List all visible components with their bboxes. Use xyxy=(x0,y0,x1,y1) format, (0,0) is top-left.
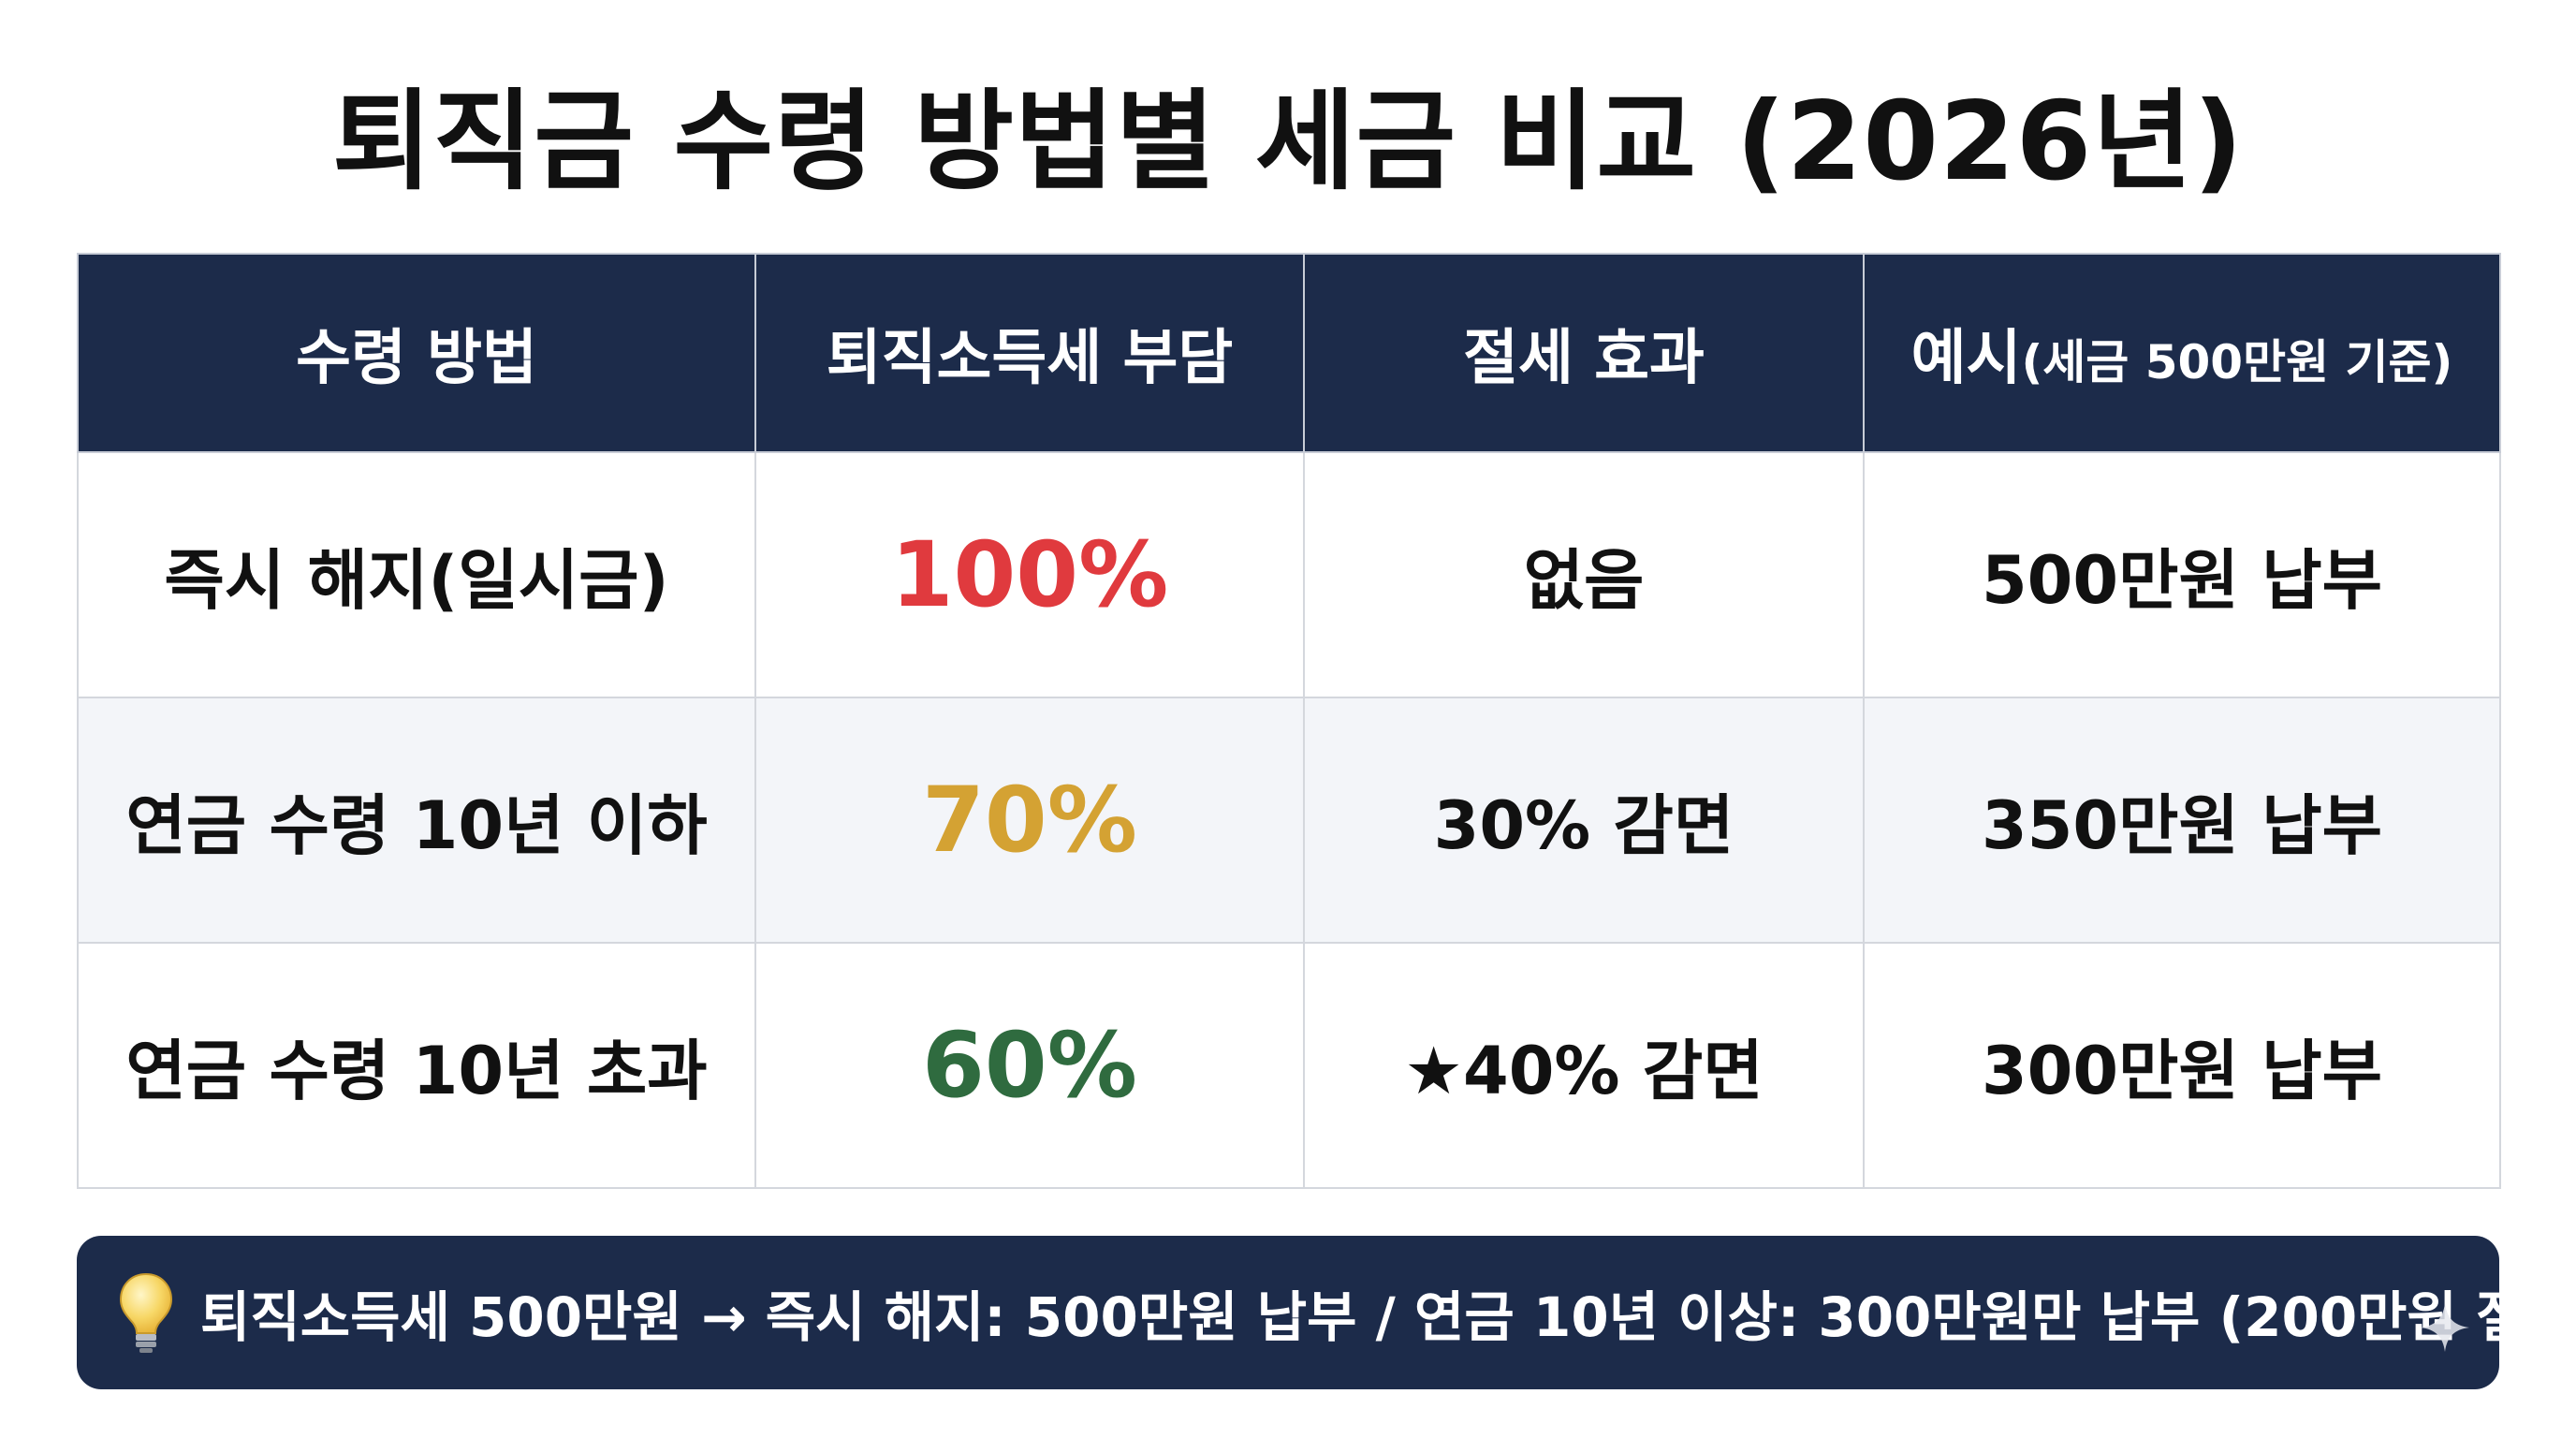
row-tax-burden: 60% xyxy=(754,942,1305,1189)
row-example: 300만원 납부 xyxy=(1863,942,2501,1189)
sparkle-icon xyxy=(2421,1303,2469,1352)
table-row: 연금 수령 10년 초과 60% ★40% 감면 300만원 납부 xyxy=(77,942,2501,1189)
table-header-row: 수령 방법 퇴직소득세 부담 절세 효과 예시(세금 500만원 기준) xyxy=(77,253,2501,453)
page-title: 퇴직금 수령 방법별 세금 비교 (2026년) xyxy=(331,79,2245,205)
row-tax-saving: 없음 xyxy=(1303,451,1865,698)
row-tax-burden: 100% xyxy=(754,451,1305,698)
row-method: 연금 수령 10년 이하 xyxy=(77,697,756,944)
table-row: 연금 수령 10년 이하 70% 30% 감면 350만원 납부 xyxy=(77,697,2501,944)
header-tax-burden-label: 퇴직소득세 부담 xyxy=(826,324,1234,393)
table-row: 즉시 해지(일시금) 100% 없음 500만원 납부 xyxy=(77,451,2501,698)
row-example: 500만원 납부 xyxy=(1863,451,2501,698)
row-tax-saving: 30% 감면 xyxy=(1303,697,1865,944)
header-example-note: (세금 500만원 기준) xyxy=(2021,335,2453,389)
tax-comparison-table: 수령 방법 퇴직소득세 부담 절세 효과 예시(세금 500만원 기준) 즉시 … xyxy=(77,253,2501,1189)
lightbulb-icon xyxy=(119,1272,173,1353)
row-tax-burden: 70% xyxy=(754,697,1305,944)
row-example: 350만원 납부 xyxy=(1863,697,2501,944)
header-example-label: 예시 xyxy=(1910,324,2022,393)
row-tax-saving: ★40% 감면 xyxy=(1303,942,1865,1189)
row-method: 즉시 해지(일시금) xyxy=(77,451,756,698)
header-tax-saving: 절세 효과 xyxy=(1303,253,1865,453)
header-tax-burden: 퇴직소득세 부담 xyxy=(754,253,1305,453)
header-method: 수령 방법 xyxy=(77,253,756,453)
header-tax-saving-label: 절세 효과 xyxy=(1463,324,1705,393)
header-example: 예시(세금 500만원 기준) xyxy=(1863,253,2501,453)
header-method-label: 수령 방법 xyxy=(296,324,537,393)
row-method: 연금 수령 10년 초과 xyxy=(77,942,756,1189)
summary-banner: 퇴직소득세 500만원 → 즉시 해지: 500만원 납부 / 연금 10년 이… xyxy=(77,1236,2576,1389)
summary-text: 퇴직소득세 500만원 → 즉시 해지: 500만원 납부 / 연금 10년 이… xyxy=(200,1285,2576,1349)
